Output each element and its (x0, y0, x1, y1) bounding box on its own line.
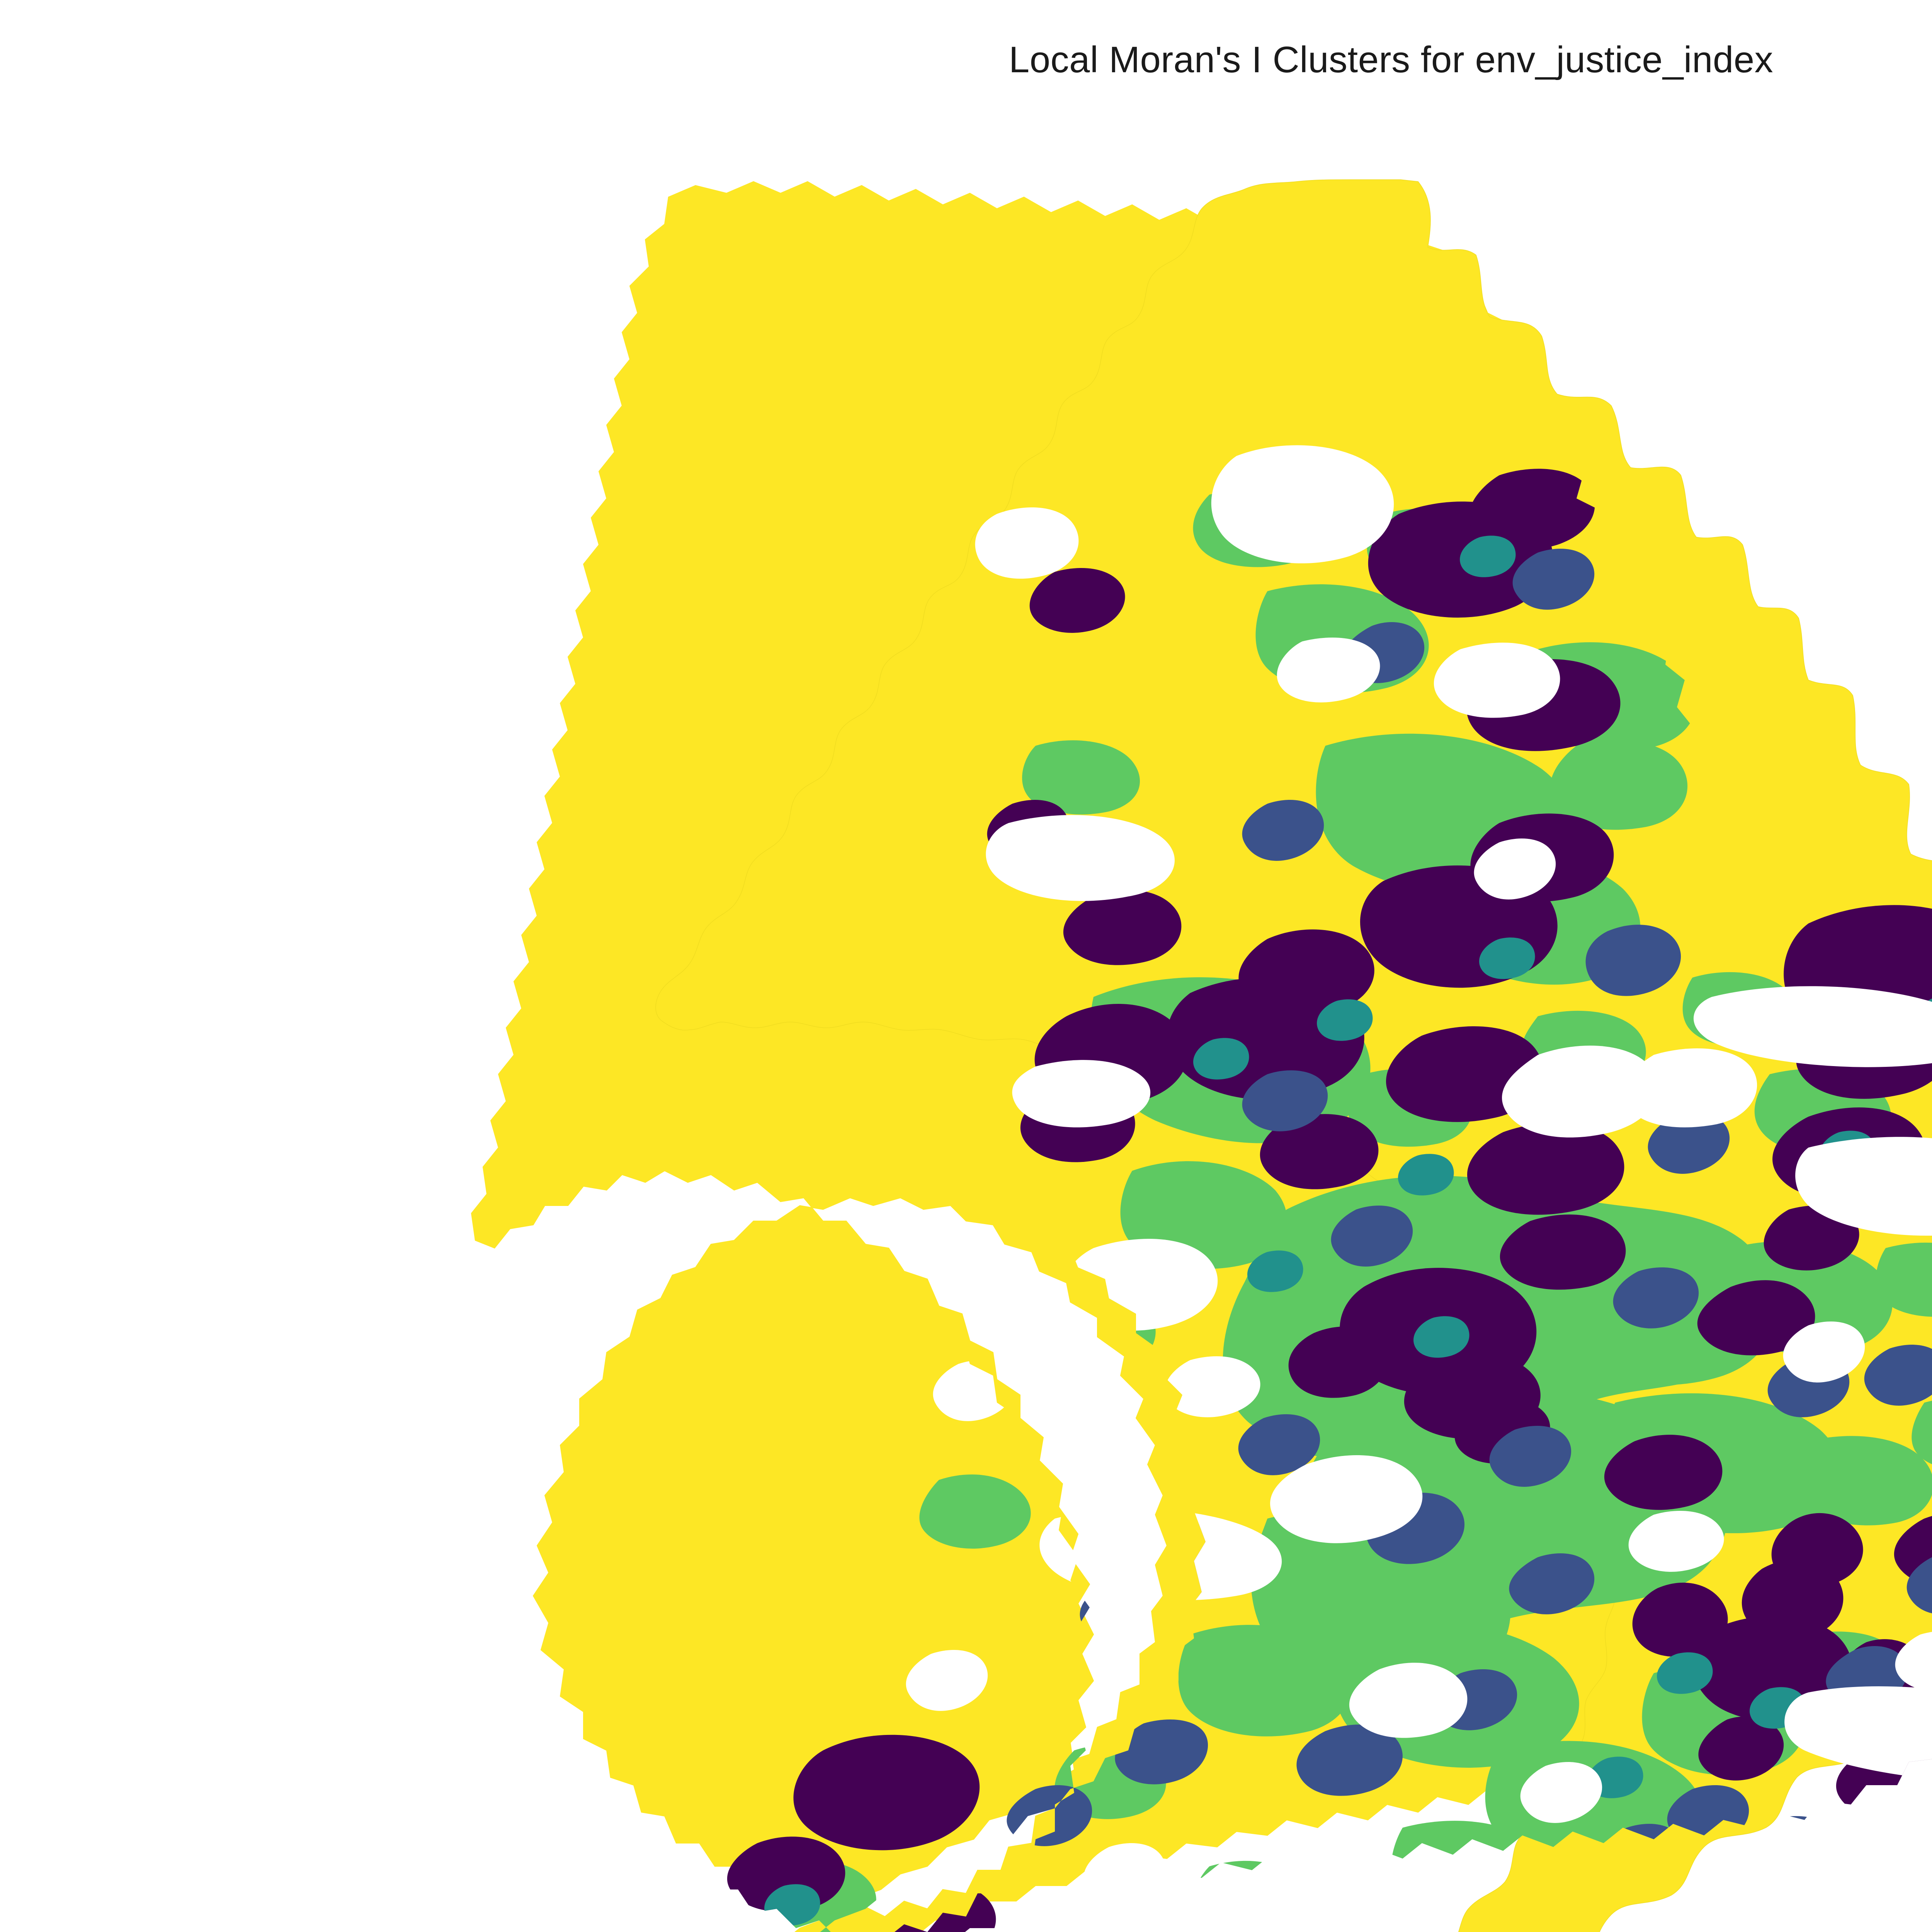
page-title: Local Moran's I Clusters for env_justice… (1009, 39, 1774, 80)
choropleth-map[interactable] (456, 166, 1932, 1932)
missing-data-layer (906, 445, 1932, 1904)
map-svg (471, 179, 1932, 1932)
